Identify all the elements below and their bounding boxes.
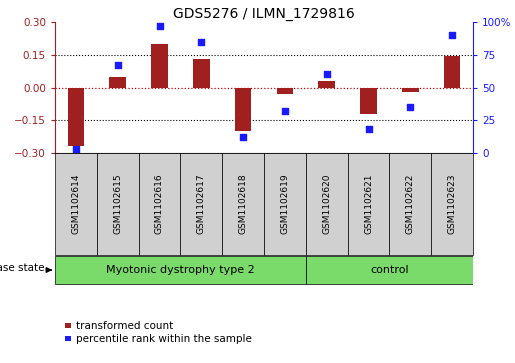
Point [197, 39, 205, 45]
Bar [222, 153, 264, 255]
Bar [264, 153, 306, 255]
Text: GSM1102622: GSM1102622 [406, 174, 415, 234]
Text: GSM1102615: GSM1102615 [113, 174, 122, 234]
Text: transformed count: transformed count [76, 321, 173, 331]
Text: GSM1102616: GSM1102616 [155, 174, 164, 234]
Bar [444, 56, 460, 87]
Bar [306, 256, 473, 284]
Text: GSM1102620: GSM1102620 [322, 174, 331, 234]
Point [239, 134, 247, 140]
Text: GSM1102623: GSM1102623 [448, 174, 457, 234]
Bar [235, 87, 251, 131]
Bar [306, 153, 348, 255]
Bar [402, 87, 419, 92]
Text: GSM1102619: GSM1102619 [280, 174, 289, 234]
Bar [151, 44, 168, 87]
Text: percentile rank within the sample: percentile rank within the sample [76, 334, 252, 344]
Bar [109, 77, 126, 87]
Point [281, 108, 289, 114]
Bar [55, 256, 306, 284]
Point [448, 32, 456, 38]
Point [406, 104, 415, 110]
Bar [360, 87, 377, 114]
Bar [97, 153, 139, 255]
Text: GSM1102621: GSM1102621 [364, 174, 373, 234]
Bar [277, 87, 293, 94]
Bar [55, 153, 97, 255]
Point [114, 62, 122, 68]
Point [156, 23, 164, 29]
Point [322, 72, 331, 77]
Bar [318, 81, 335, 87]
Point [365, 127, 373, 132]
Bar [180, 153, 222, 255]
Bar [193, 59, 210, 87]
Bar [389, 153, 431, 255]
Bar [348, 153, 389, 255]
Text: GSM1102618: GSM1102618 [238, 174, 248, 234]
Bar [67, 87, 84, 146]
Text: control: control [370, 265, 409, 275]
Text: GSM1102614: GSM1102614 [72, 174, 80, 234]
Text: GSM1102617: GSM1102617 [197, 174, 206, 234]
Point [72, 146, 80, 152]
Bar [139, 153, 180, 255]
Text: Myotonic dystrophy type 2: Myotonic dystrophy type 2 [106, 265, 255, 275]
Text: disease state: disease state [0, 263, 45, 273]
Bar [431, 153, 473, 255]
Title: GDS5276 / ILMN_1729816: GDS5276 / ILMN_1729816 [173, 7, 355, 21]
